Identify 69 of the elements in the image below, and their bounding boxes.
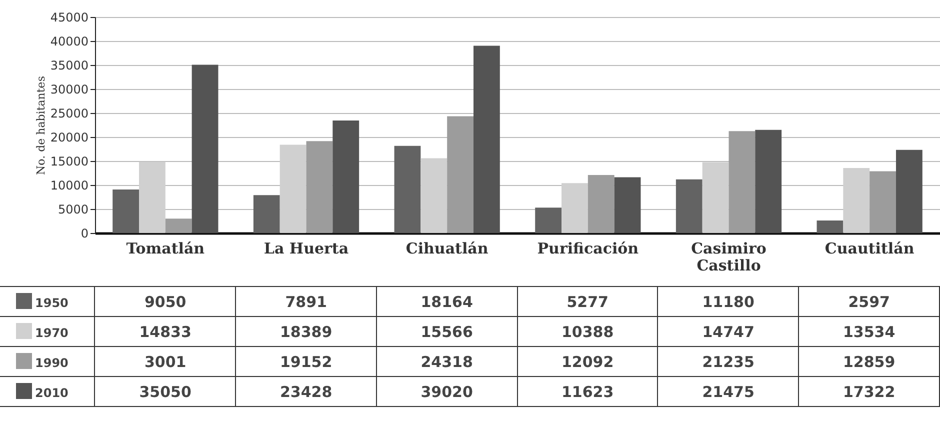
bar (728, 131, 756, 233)
bar (562, 183, 588, 233)
bar (816, 220, 844, 233)
data-label: 24318 (376, 346, 518, 376)
data-label: 18164 (376, 286, 518, 316)
data-label: 18389 (236, 316, 376, 346)
data-label: 9050 (94, 286, 236, 316)
bar (192, 64, 218, 233)
data-label: 10388 (517, 316, 658, 346)
bar (280, 144, 306, 233)
x-tick-label: Cihuatlán (406, 240, 488, 258)
data-label: 35050 (94, 376, 236, 406)
data-label: 21235 (658, 346, 799, 376)
y-tick-label: 30000 (50, 82, 88, 96)
data-label: 12859 (798, 346, 940, 376)
y-tick-label: 45000 (50, 10, 88, 24)
data-label: 12092 (517, 346, 658, 376)
bar (473, 46, 500, 233)
y-tick-label: 25000 (50, 106, 88, 120)
bar (253, 195, 280, 233)
bar (139, 162, 166, 233)
legend-label: 1950 (0, 286, 95, 316)
data-label: 15566 (376, 316, 518, 346)
bar (896, 150, 922, 233)
data-label: 5277 (517, 286, 658, 316)
x-tick-label: Casimiro Castillo (691, 240, 766, 274)
data-label: 39020 (376, 376, 518, 406)
bar (676, 179, 702, 233)
x-tick-label: Tomatlán (126, 240, 205, 258)
y-tick-label: 5000 (58, 202, 88, 216)
bar (112, 190, 140, 233)
bar (588, 174, 614, 233)
bar (535, 208, 562, 233)
data-label: 14833 (94, 316, 236, 346)
y-tick-label: 10000 (50, 178, 88, 192)
data-label: 3001 (94, 346, 236, 376)
data-label: 11180 (658, 286, 799, 316)
data-label: 19152 (236, 346, 376, 376)
y-tick-label: 20000 (50, 130, 88, 144)
bar (394, 146, 421, 233)
legend-label: 1970 (0, 316, 95, 346)
bar (447, 116, 474, 233)
y-axis-title: No. de habitantes (34, 76, 48, 175)
x-tick-label: Cuautitlán (824, 240, 914, 258)
data-label: 17322 (798, 376, 940, 406)
x-tick-label: La Huerta (264, 240, 349, 258)
data-label: 13534 (798, 316, 940, 346)
data-label: 11623 (517, 376, 658, 406)
data-label: 21475 (658, 376, 799, 406)
data-label: 7891 (236, 286, 376, 316)
y-tick-label: 15000 (50, 154, 88, 168)
bar (614, 177, 641, 233)
data-label: 14747 (658, 316, 799, 346)
bar (332, 120, 360, 233)
data-label: 2597 (798, 286, 940, 316)
bar (870, 171, 896, 233)
y-tick-label: 40000 (50, 34, 88, 48)
y-tick-label: 0 (80, 226, 88, 240)
bar (755, 130, 782, 233)
bar (420, 158, 448, 233)
legend-label: 2010 (0, 376, 95, 406)
x-tick-label: Purificación (537, 240, 639, 258)
bar (843, 168, 870, 233)
bar (702, 162, 729, 233)
y-tick-label: 35000 (50, 58, 88, 72)
bar (165, 218, 192, 233)
legend-label: 1990 (0, 346, 95, 376)
bar (306, 141, 333, 233)
data-label: 23428 (236, 376, 376, 406)
